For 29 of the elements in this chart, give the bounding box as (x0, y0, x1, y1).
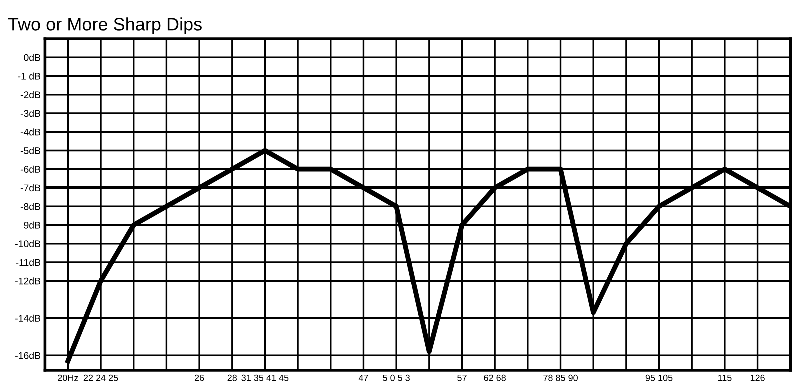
x-tick-label: 5 0 5 3 (383, 374, 410, 382)
y-tick-label: -12dB (16, 278, 41, 285)
y-tick-label: -16dB (16, 352, 41, 360)
y-tick-label: -8dB (20, 203, 41, 210)
x-tick-label: 47 (358, 375, 368, 382)
x-tick-label: 126 (750, 374, 765, 382)
y-tick-label: -1 dB (18, 72, 41, 80)
x-tick-label: 78 85 90 (544, 374, 578, 382)
x-tick-label: 22 24 25 (84, 374, 118, 382)
y-tick-label: -14dB (16, 314, 41, 322)
y-tick-label: -4dB (20, 128, 41, 136)
y-tick-label: 9dB (24, 222, 41, 229)
x-tick-label: 28 (228, 374, 238, 382)
x-tick-label: 31 35 41 45 (242, 374, 289, 382)
y-tick-label: -7dB (20, 184, 41, 192)
y-tick-label: -2dB (20, 91, 41, 98)
x-tick-label: 57 (458, 375, 467, 382)
y-tick-label: -11dB (16, 258, 41, 266)
y-tick-label: -10dB (16, 240, 41, 248)
y-tick-label: -6dB (20, 166, 41, 173)
x-tick-label: 115 (718, 375, 732, 382)
chart-title: Two or More Sharp Dips (8, 18, 202, 34)
x-tick-label: 95 105 (646, 374, 673, 382)
x-tick-label: 26 (194, 374, 204, 382)
x-tick-label: 62 68 (484, 374, 506, 382)
y-tick-label: -5dB (20, 147, 41, 154)
y-tick-label: -3dB (20, 110, 41, 118)
y-tick-label: 0dB (24, 54, 41, 62)
x-tick-label: 20Hz (58, 374, 78, 382)
